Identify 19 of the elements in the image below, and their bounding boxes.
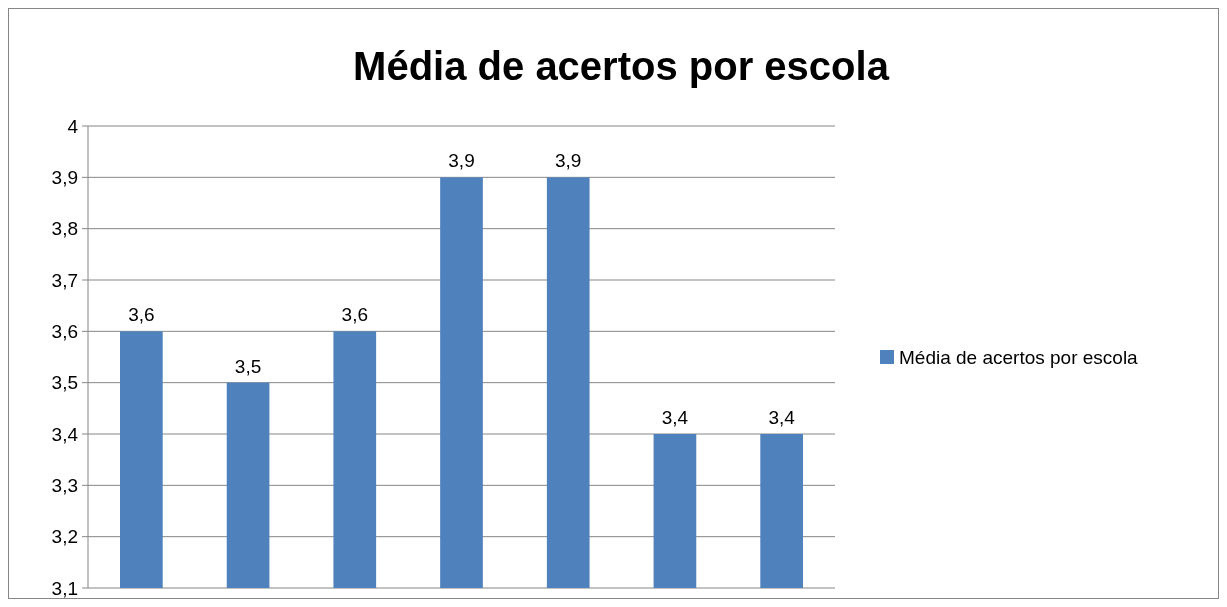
data-label: 3,4 (661, 407, 689, 428)
legend-label: Média de acertos por escola (899, 346, 1139, 368)
y-tick-label: 3,5 (51, 372, 78, 394)
chart-title: Média de acertos por escola (353, 44, 890, 88)
y-tick-label: 3,2 (51, 526, 78, 548)
data-label: 3,5 (234, 355, 262, 377)
data-label: 3,6 (341, 304, 368, 326)
data-label: 3,4 (768, 407, 796, 428)
y-tick-label: 3,4 (51, 423, 79, 445)
y-tick-label: 3,6 (51, 320, 78, 342)
y-tick-label: 3,9 (51, 166, 78, 188)
data-label: 3,6 (128, 304, 155, 326)
y-tick-label: 3,3 (51, 474, 78, 496)
y-tick-label: 4 (67, 115, 79, 137)
y-tick-label: 3,8 (51, 218, 78, 240)
y-tick-label: 3,7 (51, 269, 78, 291)
y-tick-label: 3,1 (51, 577, 78, 599)
data-label: 3,9 (448, 150, 475, 172)
data-label: 3,9 (555, 150, 582, 172)
